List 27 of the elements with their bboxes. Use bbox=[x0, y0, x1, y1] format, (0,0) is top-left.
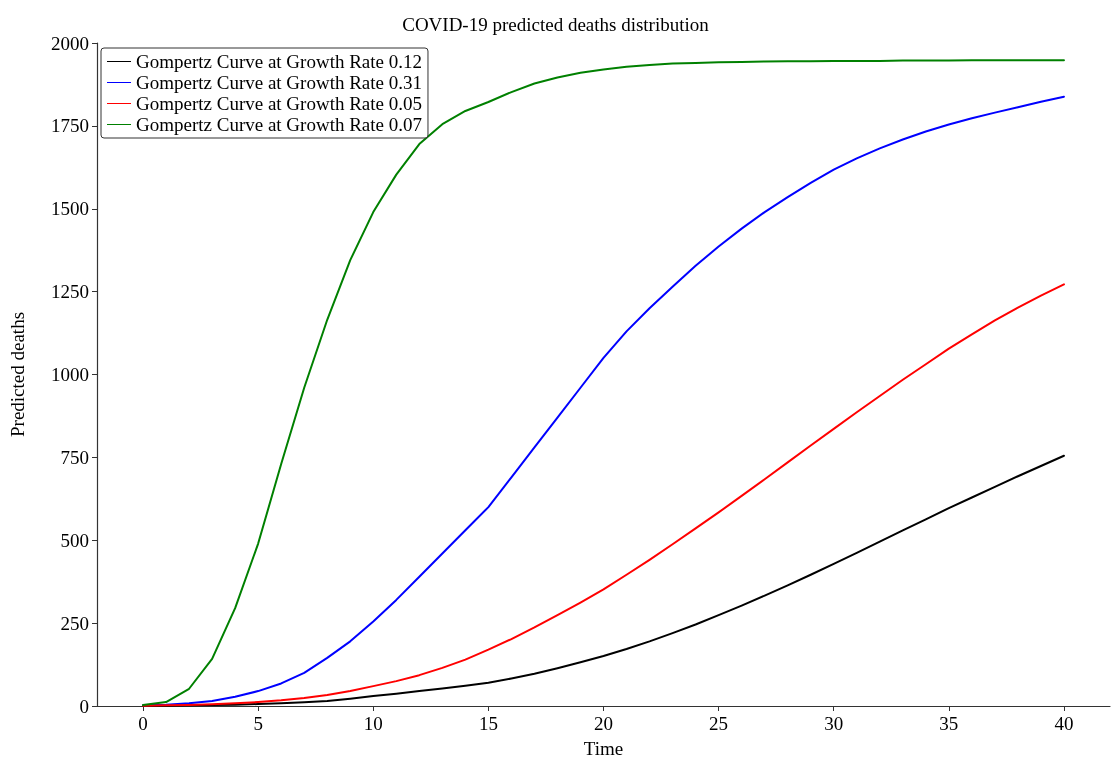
x-axis-title: Time bbox=[583, 738, 624, 759]
x-tick-label: 10 bbox=[363, 713, 383, 734]
legend-label: Gompertz Curve at Growth Rate 0.05 bbox=[136, 93, 422, 114]
y-tick-label: 2000 bbox=[51, 32, 89, 54]
y-tick-label: 1750 bbox=[51, 115, 89, 137]
y-tick-label: 1000 bbox=[51, 364, 89, 385]
legend-label: Gompertz Curve at Growth Rate 0.12 bbox=[136, 51, 422, 72]
x-tick-label: 30 bbox=[824, 713, 844, 734]
y-tick-label: 750 bbox=[60, 446, 89, 468]
x-tick-label: 15 bbox=[478, 713, 498, 734]
y-tick-label: 500 bbox=[60, 529, 89, 551]
x-tick-label: 35 bbox=[939, 713, 959, 734]
legend-label: Gompertz Curve at Growth Rate 0.31 bbox=[136, 72, 422, 93]
x-tick-label: 20 bbox=[594, 713, 613, 734]
chart-title: COVID-19 predicted deaths distribution bbox=[402, 14, 710, 35]
x-tick-label: 40 bbox=[1054, 713, 1074, 734]
line-series bbox=[142, 454, 1065, 707]
y-axis-title: Predicted deaths bbox=[7, 311, 28, 438]
line-series bbox=[142, 283, 1065, 707]
y-tick-label: 0 bbox=[79, 695, 89, 717]
legend-label: Gompertz Curve at Growth Rate 0.07 bbox=[136, 114, 422, 135]
y-tick-label: 250 bbox=[60, 612, 89, 634]
y-tick-label: 1250 bbox=[51, 281, 89, 303]
x-tick-label: 0 bbox=[138, 713, 148, 734]
x-tick-label: 5 bbox=[253, 713, 263, 734]
y-tick-label: 1500 bbox=[51, 198, 89, 220]
x-tick-label: 25 bbox=[709, 713, 729, 734]
